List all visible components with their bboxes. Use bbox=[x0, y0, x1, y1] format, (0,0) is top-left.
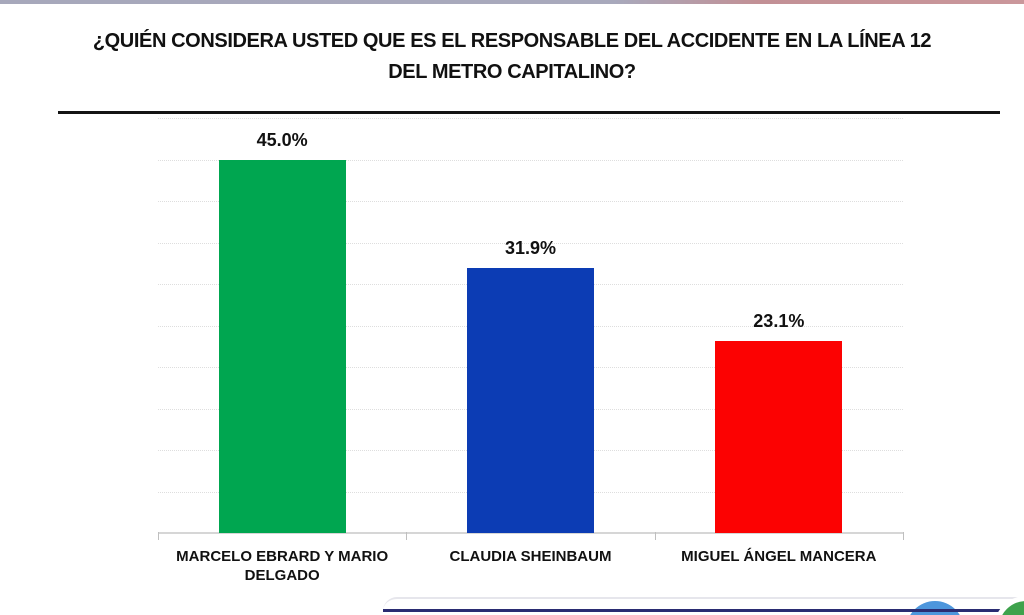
chart-title-line1: ¿QUIÉN CONSIDERA USTED QUE ES EL RESPONS… bbox=[92, 30, 932, 52]
value-label-claudia-sheinbaum: 31.9% bbox=[504, 238, 557, 259]
gridline-50pct bbox=[158, 118, 903, 119]
gridline-40pct bbox=[158, 201, 903, 202]
title-divider-rule bbox=[58, 111, 1000, 114]
x-axis-tick bbox=[903, 532, 904, 540]
value-label-miguel-angel-mancera: 23.1% bbox=[753, 311, 805, 332]
x-axis-tick bbox=[406, 532, 408, 540]
chart-title-line2: DEL METRO CAPITALINO? bbox=[388, 61, 636, 83]
chart-title: ¿QUIÉN CONSIDERA USTED QUE ES EL RESPONS… bbox=[0, 26, 1024, 88]
x-axis-tick bbox=[158, 532, 159, 540]
bar-marcelo-ebrard-y-mario-delgado bbox=[218, 159, 346, 533]
x-axis-line bbox=[158, 532, 903, 534]
gridline-45pct bbox=[158, 159, 903, 161]
gridline-35pct bbox=[158, 242, 903, 244]
bar-claudia-sheinbaum bbox=[467, 268, 594, 533]
category-label-claudia-sheinbaum: CLAUDIA SHEINBAUM bbox=[449, 548, 612, 565]
bar-miguel-angel-mancera bbox=[715, 341, 843, 533]
x-axis-tick bbox=[654, 532, 656, 540]
category-label-marcelo-ebrard-y-mario-delgado: MARCELO EBRARD Y MARIO DELGADO bbox=[176, 548, 389, 584]
footer-navy-line bbox=[383, 609, 1024, 612]
category-label-miguel-angel-mancera: MIGUEL ÁNGEL MANCERA bbox=[681, 548, 877, 565]
top-accent-strip bbox=[0, 0, 1024, 4]
value-label-marcelo-ebrard-y-mario-delgado: 45.0% bbox=[256, 129, 308, 150]
